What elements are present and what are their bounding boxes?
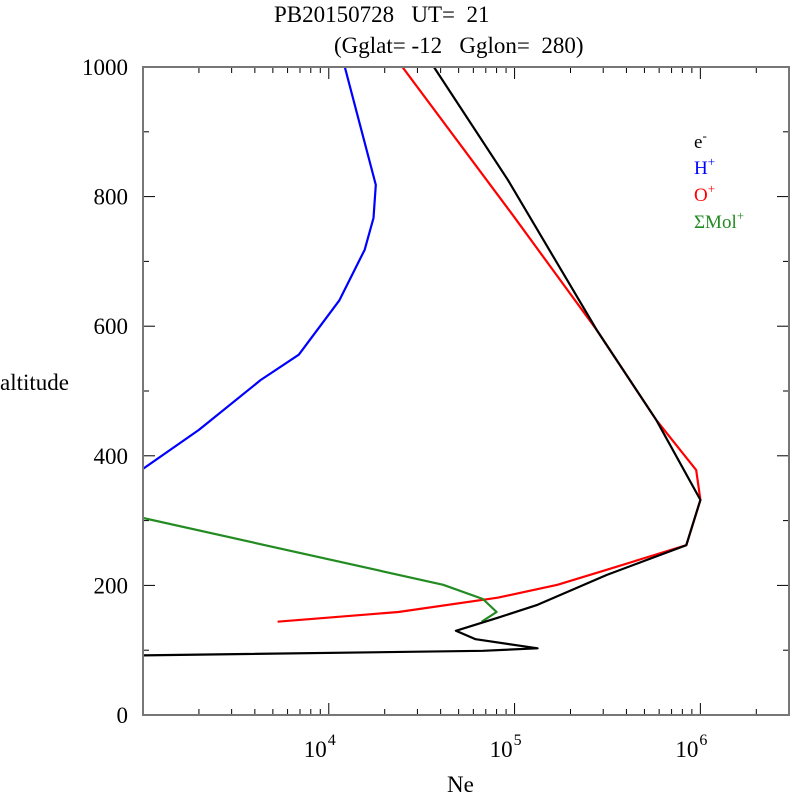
y-tick-label: 0 xyxy=(117,703,129,728)
series-line-electron xyxy=(143,67,702,657)
x-tick-label-exp: 6 xyxy=(699,732,707,749)
y-tick-label: 1000 xyxy=(82,55,128,80)
legend-label: ΣMol+ xyxy=(694,208,744,233)
legend-label: H+ xyxy=(694,154,715,179)
chart-subtitle: (Gglat= -12 Gglon= 280) xyxy=(334,33,584,58)
x-tick-label-base: 10 xyxy=(490,737,513,762)
legend-item: O+ xyxy=(694,181,715,206)
x-tick-label: 10 6 xyxy=(675,732,707,762)
legend-item: H+ xyxy=(694,154,715,179)
x-tick-label: 10 4 xyxy=(304,732,336,762)
x-tick-label: 10 5 xyxy=(490,732,522,762)
legend-item: e- xyxy=(694,128,707,153)
plot-frame xyxy=(142,66,790,716)
y-tick-label: 400 xyxy=(94,444,129,469)
chart-title: PB20150728 UT= 21 xyxy=(274,2,490,27)
legend-label: O+ xyxy=(694,181,715,206)
series-line-mol-plus xyxy=(143,516,498,623)
x-tick-labels: 10 4 10 5 10 6 xyxy=(304,732,708,762)
legend-item: ΣMol+ xyxy=(694,208,744,233)
x-tick-label-base: 10 xyxy=(675,737,698,762)
axis-ticks xyxy=(143,66,790,716)
x-tick-label-exp: 5 xyxy=(514,732,522,749)
y-tick-label: 600 xyxy=(94,314,129,339)
legend-label: e- xyxy=(694,128,707,153)
y-axis-label: altitude xyxy=(0,370,69,395)
x-axis-label: Ne xyxy=(447,772,474,796)
legend: e-H+O+ΣMol+ xyxy=(694,128,744,233)
y-tick-labels: 0 200 400 600 800 1000 xyxy=(82,55,128,728)
x-tick-label-base: 10 xyxy=(304,737,327,762)
y-tick-label: 800 xyxy=(94,185,129,210)
x-tick-label-exp: 4 xyxy=(328,732,336,749)
y-tick-label: 200 xyxy=(94,573,129,598)
series-layer xyxy=(143,67,702,657)
series-line-h-plus xyxy=(143,67,377,470)
